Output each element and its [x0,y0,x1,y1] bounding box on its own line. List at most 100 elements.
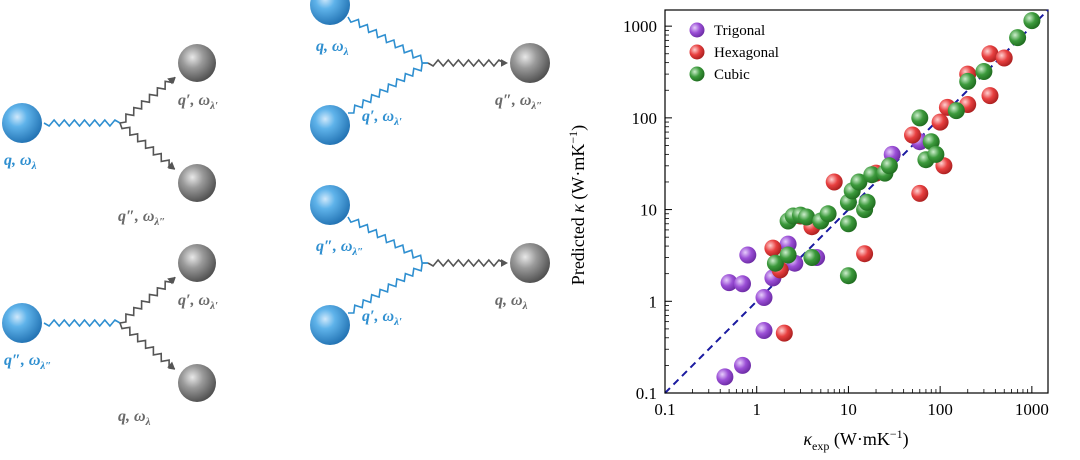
diagram-3-out-ball [510,243,550,283]
x-axis-unit: (W·mK [829,429,889,450]
point-hexagonal [775,324,793,342]
point-cubic [863,166,881,184]
point-hexagonal [931,113,949,131]
diagram-1-in2-label-q: q′ [362,108,375,125]
diagram-0-out1-ball [178,44,216,82]
diagram-1-in2-label-sep: , [374,108,383,125]
point-cubic [766,254,784,272]
diagram-2-in-label-q: q″ [4,352,21,369]
diagram-2-out1-label-sub: λ′ [209,300,218,312]
point-trigonal [716,368,734,386]
phonon-diagrams: q, ωλq′, ωλ′q″, ωλ″q, ωλq′, ωλ′q″, ωλ″q″… [2,0,550,428]
diagram-2-in-ball [2,303,42,343]
diagram-2-out1-line [119,276,176,324]
point-cubic [858,193,876,211]
x-tick-label: 100 [927,400,953,419]
point-trigonal [755,322,773,339]
diagram-3-in1-label-sub: λ″ [351,246,363,258]
y-axis-unit: (W·mK [568,144,589,204]
diagram-2-out2-label-sep: , [125,408,134,425]
y-tick-label: 10 [640,201,657,220]
y-axis-close: ) [568,125,589,131]
diagram-0-in-label-sub: λ [31,160,37,172]
point-cubic [839,215,857,233]
point-cubic [947,102,965,120]
diagram-3-in2-label-q: q′ [362,308,375,325]
legend-marker-cubic [689,66,705,82]
diagram-3-in2-label: q′, ωλ′ [362,308,402,328]
point-hexagonal [856,245,874,263]
point-trigonal [739,246,757,264]
legend-marker-hexagonal [689,44,705,60]
point-cubic [911,109,929,127]
diagram-3-out-label: q, ωλ [495,292,528,312]
legend-label-trigonal: Trigonal [714,23,765,39]
point-cubic [927,145,945,163]
diagram-2-out1-ball [178,244,216,282]
diagram-1-out-arrow [501,59,508,67]
diagram-3-out-label-q: q [495,292,503,309]
diagram-3-in2-ball [310,305,350,345]
diagram-3-in1-ball [310,185,350,225]
x-tick-label: 1 [752,400,761,419]
point-cubic [1009,29,1027,47]
diagram-2-in-label-omega: ω [29,352,41,369]
diagram-0-out1-label-omega: ω [199,92,211,109]
point-trigonal [720,274,738,292]
diagram-1-in2-label-omega: ω [383,108,395,125]
diagram-0-out2-label-sep: , [134,208,143,225]
legend: Trigonal Hexagonal Cubic [689,22,779,83]
x-axis-kappa: κ [803,429,812,449]
point-cubic [975,63,993,80]
diagram-2-out1-label-q: q′ [178,292,191,309]
diagram-1-in1-line [347,16,428,64]
diagram-0-in-label: q, ωλ [4,152,37,172]
diagram-0-out1-line [119,76,176,124]
point-cubic [959,72,977,90]
diagram-3-out-label-omega: ω [511,292,523,309]
diagram-1-in2-line [347,62,429,114]
diagram-1-in1-label: q, ωλ [316,38,349,58]
point-cubic [850,173,868,191]
y-axis-sup: −1 [566,131,580,144]
y-tick-label: 1 [649,292,658,311]
x-tick-label: 0.1 [654,400,675,419]
diagram-2-out2-arrow [167,361,175,369]
legend-label-hexagonal: Hexagonal [714,45,779,61]
diagram-2-out2-ball [178,364,216,402]
point-cubic [803,249,821,266]
diagram-1-out-line [427,58,505,68]
diagram-0-out2-label-q: q″ [118,208,135,225]
diagram-1-in2-ball [310,105,350,145]
diagram-0-out2-label: q″, ωλ″ [118,208,165,228]
x-tick-label: 1000 [1015,400,1049,419]
point-trigonal [734,356,751,374]
diagram-2-in-line [43,318,121,328]
diagram-3-in1-line [347,216,428,264]
y-axis-title: Predicted κ (W·mK−1) [566,125,589,285]
point-hexagonal [981,87,999,105]
y-tick-label: 0.1 [636,384,657,403]
diagram-3-in1-label: q″, ωλ″ [316,238,363,258]
point-cubic [839,267,857,285]
diagram-1-in2-label: q′, ωλ′ [362,108,402,128]
diagram-1-out-label-omega: ω [520,92,532,109]
point-hexagonal [981,45,999,63]
diagram-2-out1-label-sep: , [190,292,199,309]
diagram-3-out-line [427,258,505,268]
y-tick-label: 100 [632,109,658,128]
diagram-1-out-label: q″, ωλ″ [495,92,542,112]
diagram-1-in2-label-sub: λ′ [393,116,402,128]
diagram-0-out2-label-sub: λ″ [153,216,165,228]
point-hexagonal [904,126,921,144]
diagram-0-out1-label-q: q′ [178,92,191,109]
diagram-2-out2-label-q: q [118,408,126,425]
diagram-2-out2-label: q, ωλ [118,408,151,428]
diagram-1-out-label-q: q″ [495,92,512,109]
diagram-3-in1-label-omega: ω [341,238,353,255]
point-hexagonal [911,184,929,202]
point-hexagonal [825,173,843,191]
diagram-2-out2-line [119,322,176,370]
diagram-3-in2-label-sub: λ′ [393,316,402,328]
